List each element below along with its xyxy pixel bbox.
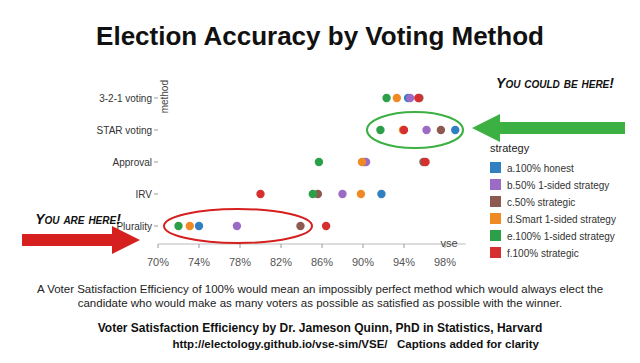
y-tick (154, 226, 158, 227)
annotation: You could be here! (496, 75, 614, 91)
legend-title: strategy (490, 142, 530, 154)
point (357, 190, 365, 198)
point (393, 94, 401, 102)
point (195, 222, 203, 230)
point (296, 222, 304, 230)
y-tick (154, 98, 158, 99)
footnote-line: candidate who would make as many voters … (78, 297, 563, 309)
point (309, 190, 317, 198)
legend-swatch (490, 196, 501, 207)
legend-swatch (490, 213, 501, 224)
point (338, 190, 346, 198)
y-tick-label: IRV (136, 189, 153, 200)
point (400, 126, 408, 134)
annotation-arrow (22, 226, 140, 254)
x-axis-line (158, 244, 466, 245)
y-tick-label: 3-2-1 voting (99, 93, 152, 104)
point (358, 158, 366, 166)
legend-label: d.Smart 1-sided strategy (507, 214, 616, 225)
points (174, 94, 459, 230)
point (174, 222, 182, 230)
highlight-ellipse (367, 112, 463, 148)
y-tick-label: Plurality (116, 221, 152, 232)
highlight-ellipse (164, 209, 312, 243)
x-tick (404, 244, 405, 248)
x-tick (281, 244, 282, 248)
y-tick-label: STAR voting (97, 125, 152, 136)
x-tick-label: 82% (270, 256, 292, 268)
point (376, 126, 384, 134)
x-tick-label: 78% (229, 256, 251, 268)
legend: strategy a.100% honest b.50% 1-sided strat… (490, 142, 616, 259)
point (377, 190, 385, 198)
legend-swatch (490, 247, 501, 258)
x-tick (158, 244, 159, 248)
legend-swatch (490, 179, 501, 190)
point (422, 126, 430, 134)
x-axis-label: vse (440, 237, 457, 249)
point (421, 158, 429, 166)
y-tick (154, 130, 158, 131)
point (406, 94, 414, 102)
point (414, 94, 422, 102)
y-tick (154, 194, 158, 195)
y-tick (154, 162, 158, 163)
x-tick-label: 86% (311, 256, 333, 268)
legend-label: a.100% honest (507, 163, 574, 174)
source-url: http://electology.github.io/vse-sim/VSE/ (172, 338, 388, 350)
x-tick-label: 74% (188, 256, 210, 268)
chart-canvas: Election Accuracy by Voting Method 70% 74%… (0, 0, 640, 363)
point (451, 126, 459, 134)
x-tick-label: 70% (147, 256, 169, 268)
x-tick-label: 98% (434, 256, 456, 268)
legend-swatch (490, 230, 501, 241)
point (233, 222, 241, 230)
legend-label: c.50% strategic (507, 197, 575, 208)
legend-label: e.100% 1-sided strategy (507, 231, 615, 242)
footnote: A Voter Satisfaction Efficiency of 100% … (37, 283, 603, 309)
point (186, 222, 194, 230)
credit: Voter Satisfaction Efficiency by Dr. Jam… (98, 321, 543, 335)
y-axis-label: method (159, 80, 170, 113)
title: Election Accuracy by Voting Method (96, 21, 544, 51)
legend-label: b.50% 1-sided strategy (507, 180, 609, 191)
x-tick (322, 244, 323, 248)
x-tick (240, 244, 241, 248)
x-tick-label: 90% (352, 256, 374, 268)
credit-note: Captions added for clarity (397, 338, 539, 350)
x-tick (363, 244, 364, 248)
x-tick-label: 94% (393, 256, 415, 268)
legend-swatch (490, 162, 501, 173)
annotation-arrow (472, 114, 625, 142)
point (437, 126, 445, 134)
point (322, 222, 330, 230)
footnote-line: A Voter Satisfaction Efficiency of 100% … (37, 283, 603, 295)
point (382, 94, 390, 102)
legend-label: f.100% strategic (507, 248, 579, 259)
y-tick-label: Approval (113, 157, 152, 168)
x-tick (199, 244, 200, 248)
annotation: You are here! (35, 211, 121, 227)
point (315, 158, 323, 166)
point (256, 190, 264, 198)
